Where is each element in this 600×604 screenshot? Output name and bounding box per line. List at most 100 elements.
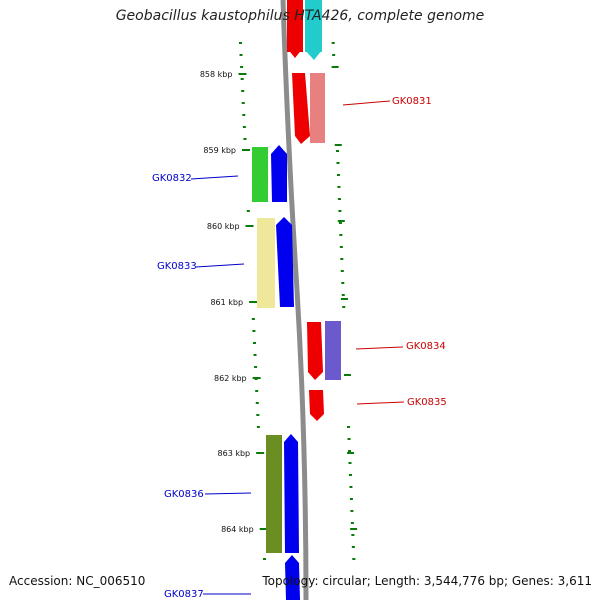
tick-mark [238,73,247,75]
inner-ring-dot [252,330,256,332]
tick-label: 860 kbp [207,222,240,231]
outer-ring-dot [337,186,341,188]
gene-label-GK0836[interactable]: GK0836 [164,489,204,500]
outer-ring-dash [334,144,342,146]
gene-GK0831-arrow[interactable] [292,73,310,144]
gene-label-GK0832[interactable]: GK0832 [152,173,192,184]
inner-ring-dot [263,558,267,560]
gene-GK0837-arrow[interactable] [285,555,300,600]
inner-ring-dot [251,318,255,320]
outer-ring-dot [338,222,342,224]
outer-ring-dot [336,174,340,176]
tick-label: 861 kbp [210,298,243,307]
leader-GK0835 [356,401,405,405]
tick-mark [252,377,261,379]
gene-GK0836-arrow[interactable] [284,434,299,553]
inner-ring-dot [239,54,243,56]
outer-ring-dot [340,270,344,272]
gene-label-leaders [190,100,405,595]
genome-title: Geobacillus kaustophilus HTA426, complet… [115,8,485,24]
outer-ring-dot [332,54,336,56]
outer-ring-dash [343,374,351,376]
outer-ring-dot [350,510,354,512]
outer-ring-dot [331,42,335,44]
outer-ring-dot [347,438,351,440]
inner-ring-dot [255,390,259,392]
gene-block-cyan-top[interactable] [305,0,322,52]
inner-ring-dot [256,414,260,416]
inner-ring-dot [242,126,246,128]
gene-GK0836-cds[interactable] [266,435,282,553]
tick-label: 864 kbp [221,525,254,534]
outer-ring-dash [350,528,358,530]
outer-ring-dot [341,282,345,284]
gene-GK0834-cds[interactable] [325,321,341,380]
gene-GK0832-arrow[interactable] [271,145,287,202]
inner-ring-dot [256,426,260,428]
inner-ring-dot [240,66,244,68]
outer-ring-dot [348,462,352,464]
outer-ring-dot [336,162,340,164]
gene-labels: GK0831 GK0832 GK0833 GK0834 GK0835 GK083… [152,96,447,600]
tick-mark [242,149,250,151]
outer-ring-dot [351,546,355,548]
inner-ring-dot [241,90,245,92]
feature-ring-dots [238,42,358,560]
coordinate-ticks: 858 kbp 859 kbp 860 kbp 861 kbp 862 kbp 863 k… [200,70,268,534]
gene-arrow-red-top[interactable] [287,48,303,58]
inner-ring-dot [246,210,250,212]
gene-label-GK0837[interactable]: GK0837 [164,589,204,600]
inner-ring-dot [253,354,257,356]
outer-ring-dot [351,534,355,536]
gene-label-GK0835[interactable]: GK0835 [407,397,447,408]
tick-label: 863 kbp [218,449,251,458]
gene-GK0834-arrow[interactable] [307,322,323,380]
inner-ring-dot [252,342,256,344]
leader-GK0833 [195,263,245,268]
outer-ring-dot [339,246,343,248]
gene-GK0833-cds[interactable] [257,218,275,308]
outer-ring-dot [336,150,339,152]
tick-label: 859 kbp [203,146,236,155]
outer-ring-dash [337,220,345,222]
tick-label: 858 kbp [200,70,233,79]
leader-GK0832 [190,175,239,180]
outer-ring-dot [347,426,351,428]
inner-ring-dot [254,366,258,368]
gene-label-GK0834[interactable]: GK0834 [406,341,446,352]
outer-ring-dot [341,294,345,296]
leader-GK0831 [342,100,391,106]
tick-mark [259,528,268,530]
gene-arrow-cyan-top[interactable] [305,50,322,60]
outer-ring-dot [348,450,351,452]
leader-GK0836 [204,492,252,495]
gene-GK0833-arrow[interactable] [276,217,294,307]
gene-features[interactable] [252,0,341,600]
gene-label-GK0831[interactable]: GK0831 [392,96,432,107]
accession-text: Accession: NC_006510 [9,574,146,588]
gene-GK0835-arrow[interactable] [309,390,324,421]
outer-ring-dot [350,522,354,524]
gene-GK0831-cds[interactable] [310,73,325,143]
outer-ring-dot [349,486,353,488]
tick-mark [249,301,258,303]
inner-ring-dot [243,138,247,140]
outer-ring-dash [331,66,339,68]
outer-ring-dot [349,498,353,500]
outer-ring-dot [339,234,343,236]
inner-ring-dot [240,78,244,80]
outer-ring-dot [338,210,342,212]
outer-ring-dash [347,452,355,454]
outer-ring-dot [352,558,356,560]
gene-label-GK0833[interactable]: GK0833 [157,261,197,272]
outer-ring-dot [340,258,344,260]
gene-GK0832-cds[interactable] [252,147,268,202]
outer-ring-dash [340,298,348,300]
tick-mark [256,452,265,454]
outer-ring-dot [337,198,341,200]
inner-ring-dot [238,42,242,44]
outer-ring-dot [342,306,346,308]
gene-block-red-top[interactable] [287,0,303,52]
